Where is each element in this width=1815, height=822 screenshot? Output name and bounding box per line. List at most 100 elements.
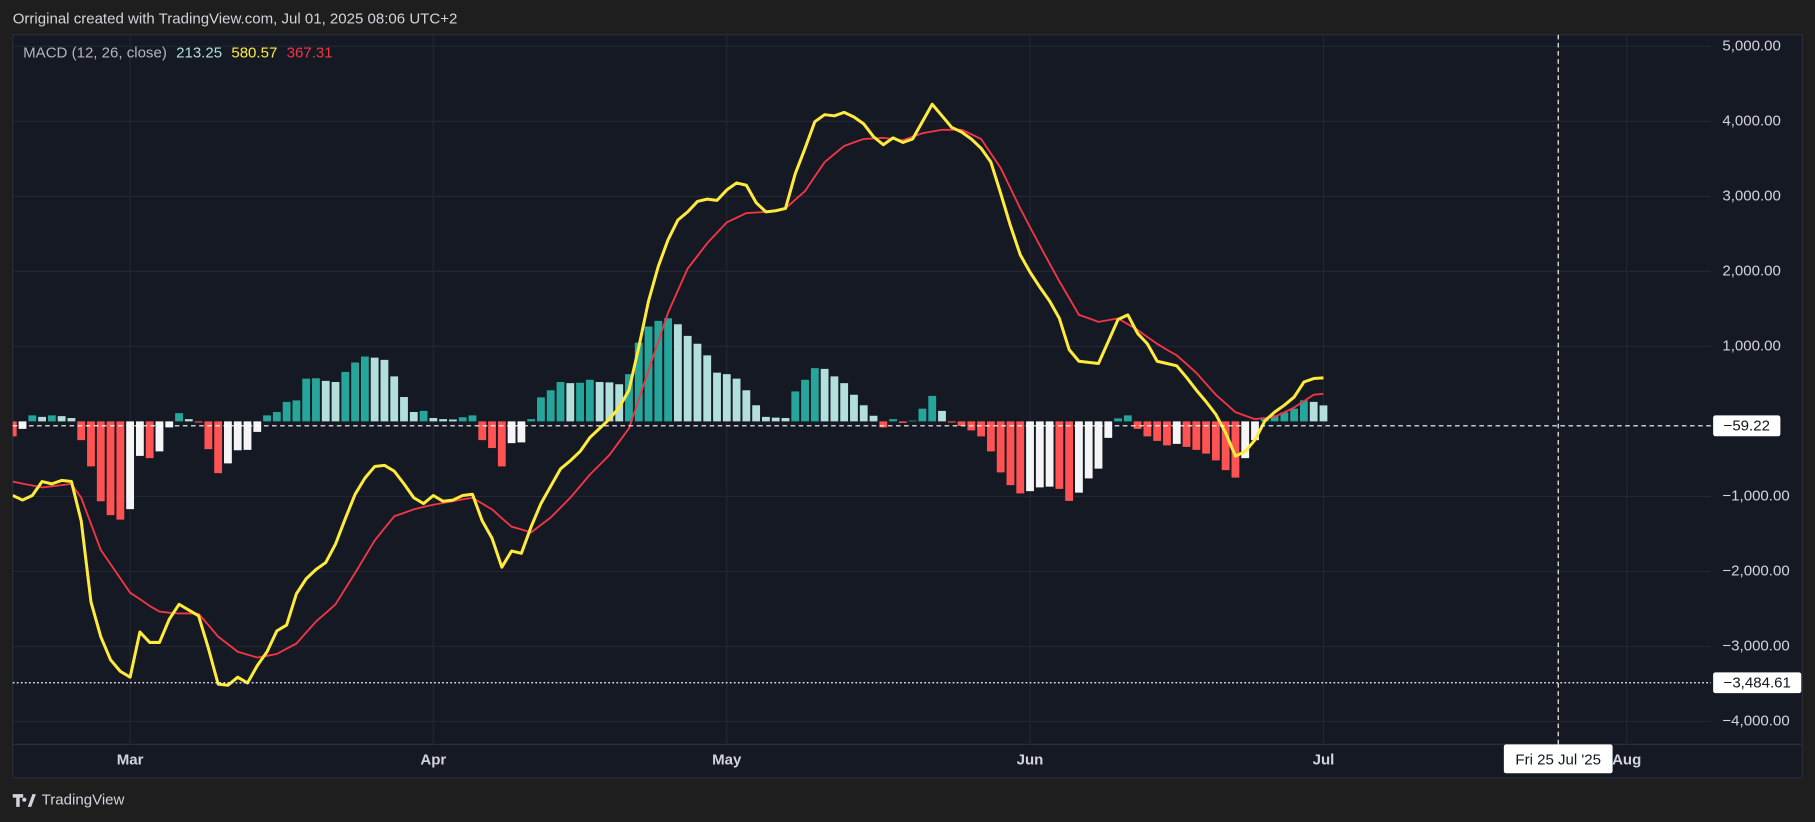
histogram-bar xyxy=(409,412,418,422)
histogram-bar xyxy=(419,410,428,422)
histogram-bar xyxy=(615,384,624,422)
histogram-bar xyxy=(732,378,741,422)
x-tick-label: Mar xyxy=(117,752,144,769)
histogram-bar xyxy=(625,374,633,422)
histogram-bar xyxy=(654,320,663,422)
y-tick-label: −1,000.00 xyxy=(1722,487,1789,504)
histogram-bar xyxy=(400,397,408,422)
legend: MACD (12, 26, close) 213.25 580.57 367.31 xyxy=(23,44,332,61)
histogram-bar xyxy=(1104,421,1113,438)
histogram-bar xyxy=(106,421,115,516)
histogram-bar xyxy=(595,382,604,422)
price-label-box xyxy=(1713,415,1781,437)
legend-title: MACD (12, 26, close) xyxy=(23,44,167,61)
histogram-bar xyxy=(448,419,457,422)
histogram-bar xyxy=(957,421,966,426)
histogram-bar xyxy=(908,420,917,422)
histogram-bar xyxy=(781,418,790,422)
histogram-bar xyxy=(801,379,809,422)
signal-line xyxy=(12,128,1324,659)
histogram-bar xyxy=(1231,421,1240,478)
histogram-bar xyxy=(233,421,242,451)
x-tick-label: May xyxy=(712,752,742,769)
histogram-bar xyxy=(830,376,839,422)
histogram-bar xyxy=(898,421,907,423)
y-tick-label: 3,000.00 xyxy=(1722,187,1781,204)
histogram-bar xyxy=(791,391,800,422)
histogram-bar xyxy=(879,421,888,428)
x-tick-label: Jun xyxy=(1017,752,1044,769)
histogram-bar xyxy=(214,421,223,474)
axes: 5,000.00 4,000.00 3,000.00 2,000.00 1,000.00… xyxy=(12,34,1802,774)
histogram-bar xyxy=(478,421,487,441)
y-tick-label: −4,000.00 xyxy=(1722,712,1789,729)
histogram-bar xyxy=(194,421,203,423)
histogram-bar xyxy=(370,357,379,422)
histogram-bar xyxy=(1045,421,1054,487)
plot-area xyxy=(12,102,1328,687)
histogram-bar xyxy=(360,356,369,422)
histogram-bar xyxy=(683,335,692,422)
price-label: −3,484.61 xyxy=(1724,674,1791,691)
histogram-bar xyxy=(184,419,193,422)
histogram-bar xyxy=(380,359,389,422)
histogram-bar xyxy=(634,342,643,422)
histogram-bar xyxy=(938,410,946,422)
histogram-bar xyxy=(1016,421,1025,494)
price-label-box xyxy=(1713,672,1802,694)
histogram-bar xyxy=(507,421,516,444)
histogram-bar xyxy=(77,421,86,441)
histogram-bar xyxy=(1084,421,1093,479)
histogram-bar xyxy=(126,421,135,510)
chart-pane xyxy=(12,34,1803,779)
histogram-bar xyxy=(644,326,653,422)
crosshair-label: Fri 25 Jul '25 xyxy=(1515,752,1601,769)
histogram-bar xyxy=(272,412,281,422)
histogram-bar xyxy=(321,380,330,422)
histogram-bar xyxy=(1172,421,1181,444)
crosshair-label-box xyxy=(1503,744,1613,774)
histogram-bar xyxy=(840,383,849,422)
y-tick-label: 4,000.00 xyxy=(1722,112,1781,129)
histogram-bar xyxy=(1211,421,1220,461)
histogram-bar xyxy=(1133,421,1142,429)
histogram-bar xyxy=(1192,421,1201,450)
histogram-bar xyxy=(165,421,174,428)
histogram-bar xyxy=(1182,421,1191,447)
histogram-bar xyxy=(1153,421,1162,441)
histogram-bar xyxy=(488,421,496,449)
histogram-bar xyxy=(928,395,937,422)
histogram-bar xyxy=(1270,415,1279,422)
histogram-bar xyxy=(1290,408,1299,422)
y-tick-label: 5,000.00 xyxy=(1722,37,1781,54)
histogram-bar xyxy=(1309,401,1318,422)
histogram-bar xyxy=(1251,421,1259,441)
histogram-bar xyxy=(135,421,144,456)
histogram-bar xyxy=(869,415,878,422)
histogram-bar xyxy=(331,382,340,422)
histogram-bar xyxy=(155,421,164,452)
histogram-bar xyxy=(537,397,545,422)
histogram-bar xyxy=(850,394,858,422)
histogram-bar xyxy=(889,419,897,422)
histogram-bar xyxy=(1202,421,1211,454)
histogram-bar xyxy=(57,416,66,422)
histogram-bar xyxy=(673,324,682,422)
histogram-bar xyxy=(762,416,770,422)
histogram-bar xyxy=(576,382,584,422)
histogram-bar xyxy=(703,355,712,422)
histogram-bar xyxy=(1163,421,1171,446)
histogram-bar xyxy=(1075,421,1083,493)
footer-brand: TradingView xyxy=(42,791,125,808)
histogram-bar xyxy=(713,372,721,422)
price-label: −59.22 xyxy=(1724,417,1770,434)
histogram-bar xyxy=(116,421,125,520)
histogram-bar xyxy=(1241,421,1250,459)
histogram-bar xyxy=(47,415,56,422)
histogram-bar xyxy=(722,374,731,422)
histogram-bar xyxy=(458,417,467,422)
histogram-bar xyxy=(918,408,927,422)
histogram-bar xyxy=(12,421,17,437)
